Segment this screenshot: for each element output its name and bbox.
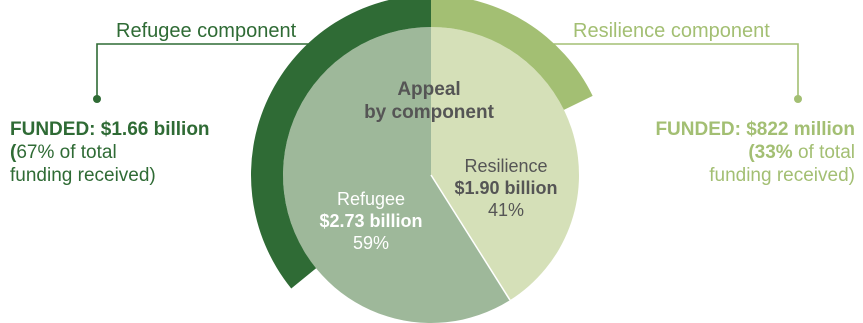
refugee-funded-line: FUNDED: $1.66 billion — [10, 118, 210, 141]
resilience-component-title: Resilience component — [573, 20, 770, 42]
resilience-funded-line: FUNDED: $822 million — [655, 118, 855, 141]
refugee-funded-block: FUNDED: $1.66 billion (67% of total fund… — [10, 118, 210, 187]
funded-arc-resilience — [431, 0, 593, 110]
resilience-slice-label-block: Resilience $1.90 billion 41% — [436, 155, 576, 221]
funded-arc-refugee — [251, 0, 431, 289]
pie-slice-resilience — [431, 27, 580, 301]
refugee-share-line2: funding received) — [10, 165, 156, 186]
chart-title-line2: by component — [364, 102, 494, 123]
resilience-funded-block: FUNDED: $822 million (33% of total fundi… — [655, 118, 855, 187]
resilience-slice-amount: $1.90 billion — [454, 178, 558, 198]
resilience-funded-amount: $822 million — [746, 119, 855, 140]
refugee-leader-dot — [93, 95, 101, 103]
resilience-slice-percent: 41% — [487, 200, 525, 220]
resilience-share-text: of total — [792, 142, 855, 163]
resilience-share-line: (33% of total — [655, 141, 855, 164]
resilience-share-line2: funding received) — [709, 165, 855, 186]
refugee-component-title: Refugee component — [116, 20, 297, 42]
refugee-share-open: ( — [10, 142, 17, 163]
refugee-funded-label: FUNDED: — [10, 119, 96, 140]
refugee-slice-label-block: Refugee $2.73 billion 59% — [296, 188, 446, 254]
resilience-funded-label: FUNDED: — [655, 119, 741, 140]
refugee-slice-percent: 59% — [352, 233, 390, 253]
refugee-slice-amount: $2.73 billion — [319, 211, 423, 231]
resilience-slice-label: Resilience — [464, 156, 548, 176]
chart-title: Appeal by component — [344, 78, 514, 124]
refugee-leader-line — [96, 43, 330, 97]
pie-slice-refugee — [283, 27, 511, 323]
refugee-share-line: (67% of total — [10, 141, 210, 164]
refugee-funded-amount: $1.66 billion — [100, 119, 210, 140]
resilience-share-bold: (33% — [748, 142, 793, 163]
resilience-leader-dot — [794, 95, 802, 103]
resilience-leader-line — [540, 43, 799, 97]
refugee-share-text: 67% of total — [16, 142, 117, 163]
slice-divider — [430, 174, 511, 301]
refugee-slice-label: Refugee — [336, 189, 406, 209]
chart-title-line1: Appeal — [397, 79, 461, 100]
